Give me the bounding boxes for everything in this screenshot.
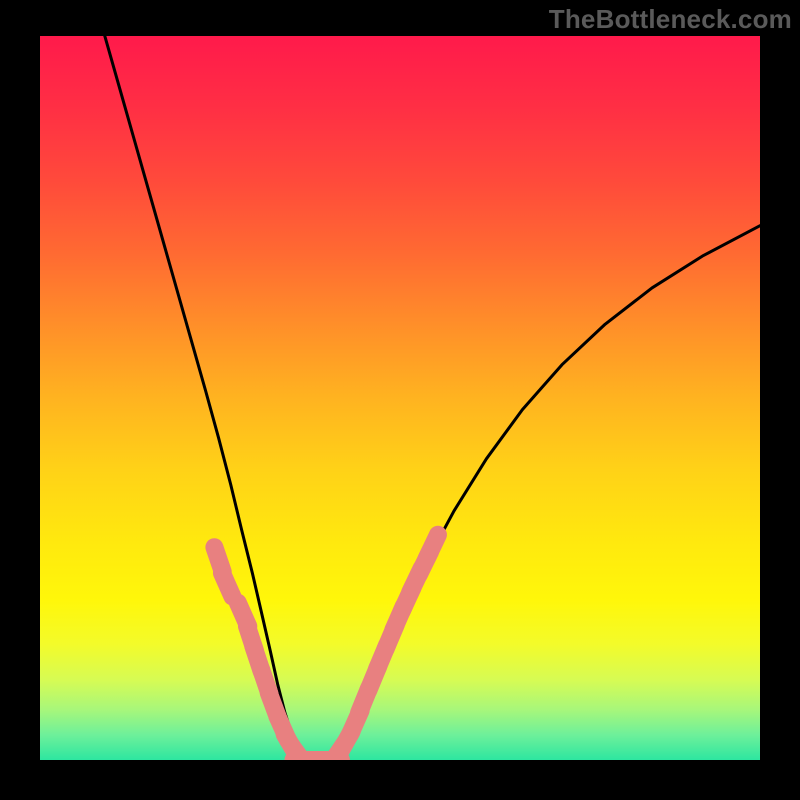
curve-marker-segment <box>222 573 233 597</box>
plot-svg <box>40 36 760 760</box>
plot-area <box>40 36 760 760</box>
gradient-background <box>40 36 760 760</box>
watermark-label: TheBottleneck.com <box>549 4 792 35</box>
chart-frame: TheBottleneck.com <box>0 0 800 800</box>
curve-marker-segment <box>427 535 438 558</box>
